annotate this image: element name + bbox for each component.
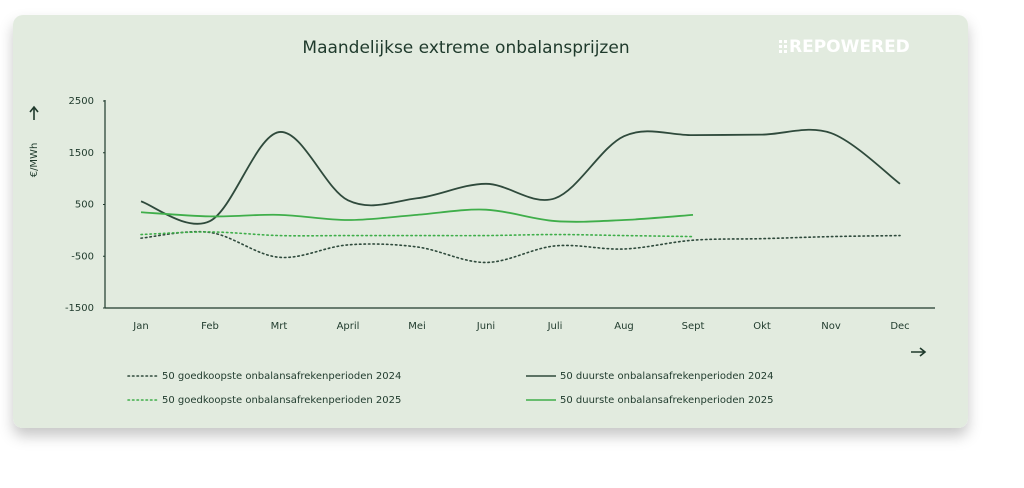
brand-logo: REPOWERED <box>789 37 910 57</box>
chart-title: Maandelijkse extreme onbalansprijzen <box>302 38 629 58</box>
legend-label: 50 goedkoopste onbalansafrekenperioden 2… <box>162 395 401 406</box>
line-series <box>140 231 694 238</box>
x-tick-label: Mrt <box>271 321 288 332</box>
x-tick-label: Juli <box>547 321 563 332</box>
x-tick-label: Okt <box>753 321 771 332</box>
x-tick-label: Aug <box>614 321 634 332</box>
y-axis-label: €/MWh <box>29 143 40 178</box>
y-tick-label: 1500 <box>69 148 94 159</box>
x-tick-label: Dec <box>890 321 909 332</box>
y-arrow <box>29 105 39 120</box>
line-series <box>140 230 901 264</box>
y-tick-label: 500 <box>75 200 94 211</box>
x-tick-label: Jan <box>132 321 148 332</box>
x-tick-label: Mei <box>408 321 426 332</box>
x-tick-label: Nov <box>821 321 841 332</box>
card <box>13 15 968 428</box>
brand-icon <box>779 40 787 53</box>
legend-label: 50 duurste onbalansafrekenperioden 2024 <box>560 371 773 382</box>
x-tick-label: Sept <box>682 321 705 332</box>
line-series <box>140 208 694 223</box>
y-tick-label: -500 <box>71 251 94 262</box>
line-series <box>140 128 901 225</box>
y-tick-label: 2500 <box>69 96 94 107</box>
x-arrow <box>911 347 927 357</box>
y-tick-label: -1500 <box>65 303 94 314</box>
x-tick-label: Juni <box>476 321 495 332</box>
legend-label: 50 goedkoopste onbalansafrekenperioden 2… <box>162 371 401 382</box>
legend-label: 50 duurste onbalansafrekenperioden 2025 <box>560 395 773 406</box>
x-tick-label: Feb <box>201 321 219 332</box>
x-tick-label: April <box>337 321 360 332</box>
